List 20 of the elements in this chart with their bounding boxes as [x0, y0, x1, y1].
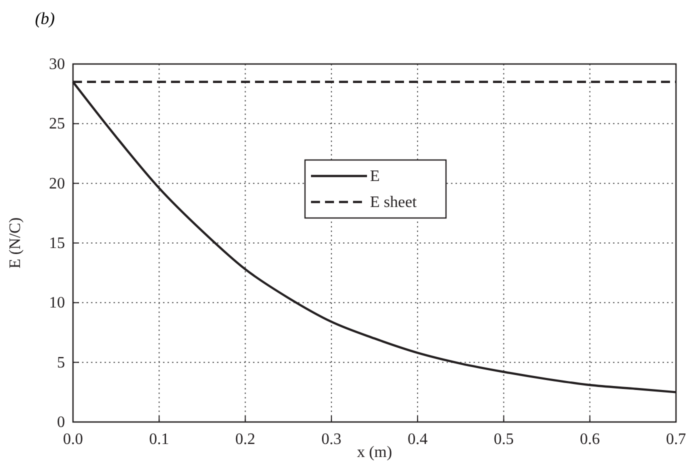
x-tick-label: 0.6 — [580, 431, 600, 448]
x-tick-label: 0.1 — [149, 431, 170, 448]
chart-title: (b) — [35, 9, 56, 28]
y-tick-label: 30 — [49, 56, 65, 73]
y-tick-label: 0 — [57, 414, 65, 431]
x-tick-label: 0.3 — [321, 431, 342, 448]
x-tick-label: 0.0 — [63, 431, 83, 448]
legend-label: E — [370, 168, 380, 185]
y-tick-label: 5 — [57, 354, 65, 372]
y-axis-title: E (N/C) — [7, 217, 24, 269]
y-tick-label: 10 — [49, 294, 65, 312]
y-tick-label: 20 — [49, 175, 65, 192]
x-tick-label: 0.7 — [666, 431, 686, 448]
y-tick-label: 25 — [49, 116, 65, 133]
y-tick-label: 15 — [49, 235, 65, 252]
x-axis-title: x (m) — [356, 444, 392, 461]
legend-label: E sheet — [370, 194, 418, 211]
x-tick-label: 0.4 — [408, 431, 428, 448]
x-tick-label: 0.5 — [494, 431, 514, 448]
x-tick-label: 0.2 — [235, 431, 256, 448]
